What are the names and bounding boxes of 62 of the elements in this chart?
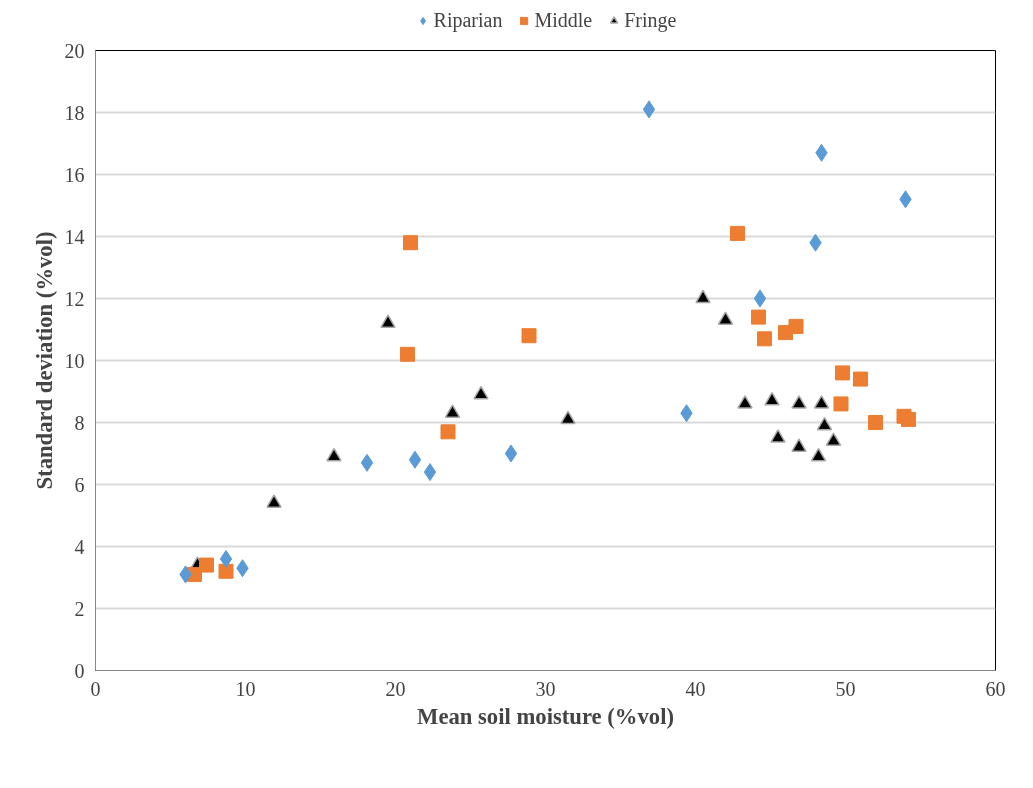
point [737,395,753,409]
x-tick-label: 40 [685,677,706,700]
point [199,557,214,573]
x-tick-label: 30 [535,677,556,700]
point [218,563,234,579]
point [408,450,422,469]
point [642,100,656,119]
y-tick-label: 12 [64,287,85,310]
point [473,385,489,400]
point [400,346,415,362]
point [833,396,849,412]
point [440,424,456,440]
x-tick-label: 20 [385,677,406,700]
legend-label: Middle [534,8,593,32]
y-tick-label: 8 [74,411,85,434]
point [751,309,766,325]
point [504,444,518,463]
y-tick-label: 4 [74,535,85,558]
x-axis-title: Mean soil moisture (%vol) [417,703,674,729]
point [791,438,807,453]
y-tick-label: 18 [64,101,85,124]
point [813,395,830,409]
point [423,463,437,482]
point [444,404,461,418]
x-tick-label: 50 [835,677,856,700]
y-tick-label: 0 [74,659,85,682]
point [868,415,883,430]
point [901,411,916,427]
y-axis-title: Standard deviation (%vol) [31,231,57,490]
point [326,447,342,462]
point [403,235,418,251]
point [764,391,780,406]
point [266,494,282,508]
point [219,549,233,568]
y-tick-label: 6 [74,473,85,496]
point [560,410,576,425]
point [770,429,786,443]
y-tick-label: 20 [64,39,85,62]
y-tick-label: 16 [64,163,85,186]
point [810,447,827,462]
point [695,289,711,304]
point [825,432,842,446]
point [791,395,807,409]
point [380,314,396,329]
point [753,289,767,308]
y-tick-label: 14 [64,225,85,248]
point [816,416,833,431]
point [757,331,772,347]
point [788,318,804,334]
y-tick-label: 10 [64,349,85,372]
x-tick-label: 10 [235,677,256,700]
x-tick-label: 0 [90,677,101,700]
point [360,453,374,472]
legend-label: Riparian [433,8,503,32]
point [835,365,850,381]
point [717,311,734,325]
legend-label: Fringe [624,8,677,32]
x-tick-label: 60 [985,677,1006,700]
y-tick-label: 2 [74,597,85,620]
point [521,328,537,344]
point [730,225,745,241]
point [853,371,868,387]
